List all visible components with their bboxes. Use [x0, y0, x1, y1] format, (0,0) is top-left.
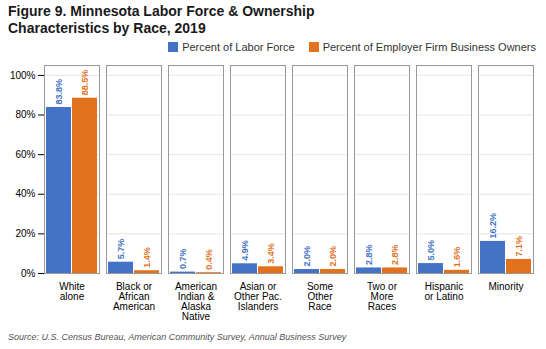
html-text:Source: U.S. Census Bureau, Am: Source: U.S. Census Bureau, American Com…	[8, 332, 347, 342]
svg-text:SomeOtherRace: SomeOtherRace	[307, 281, 334, 312]
svg-text:Hispanicor Latino: Hispanicor Latino	[425, 281, 464, 302]
svg-text:20%: 20%	[15, 228, 35, 239]
html-text:Percent of Labor Force: Percent of Labor Force	[182, 41, 295, 53]
svg-text:4.9%: 4.9%	[240, 240, 250, 261]
svg-text:1.6%: 1.6%	[452, 247, 462, 268]
svg-text:1.4%: 1.4%	[142, 247, 152, 268]
html-text:Figure 9. Minnesota Labor Forc: Figure 9. Minnesota Labor Force & Owners…	[8, 3, 315, 19]
html-text:Percent of Employer Firm Busin: Percent of Employer Firm Business Owners	[322, 41, 536, 53]
svg-text:Asian orOther Pac.Islanders: Asian orOther Pac.Islanders	[234, 281, 282, 312]
svg-text:100%: 100%	[10, 70, 36, 81]
svg-text:7.1%: 7.1%	[514, 236, 524, 257]
svg-text:Minority: Minority	[488, 281, 523, 292]
svg-text:3.4%: 3.4%	[266, 243, 276, 264]
svg-text:60%: 60%	[15, 149, 35, 160]
svg-text:5.7%: 5.7%	[116, 239, 126, 260]
svg-text:88.5%: 88.5%	[80, 70, 90, 96]
svg-text:83.8%: 83.8%	[54, 79, 64, 105]
html-text:Characteristics by Race, 2019: Characteristics by Race, 2019	[8, 20, 206, 36]
svg-text:AmericanIndian &AlaskaNative: AmericanIndian &AlaskaNative	[175, 281, 217, 322]
svg-text:2.0%: 2.0%	[328, 246, 338, 267]
svg-text:16.2%: 16.2%	[488, 213, 498, 239]
svg-text:Whitealone: Whitealone	[59, 281, 85, 302]
svg-text:Black orAfricanAmerican: Black orAfricanAmerican	[113, 281, 155, 312]
svg-text:2.8%: 2.8%	[364, 244, 374, 265]
svg-text:0%: 0%	[21, 268, 36, 279]
svg-text:Two orMoreRaces: Two orMoreRaces	[367, 281, 398, 312]
svg-text:80%: 80%	[15, 109, 35, 120]
svg-text:2.0%: 2.0%	[302, 246, 312, 267]
svg-text:5.0%: 5.0%	[426, 240, 436, 261]
svg-text:2.8%: 2.8%	[390, 244, 400, 265]
svg-text:40%: 40%	[15, 188, 35, 199]
svg-text:0.7%: 0.7%	[178, 249, 188, 270]
svg-text:0.4%: 0.4%	[204, 249, 214, 270]
